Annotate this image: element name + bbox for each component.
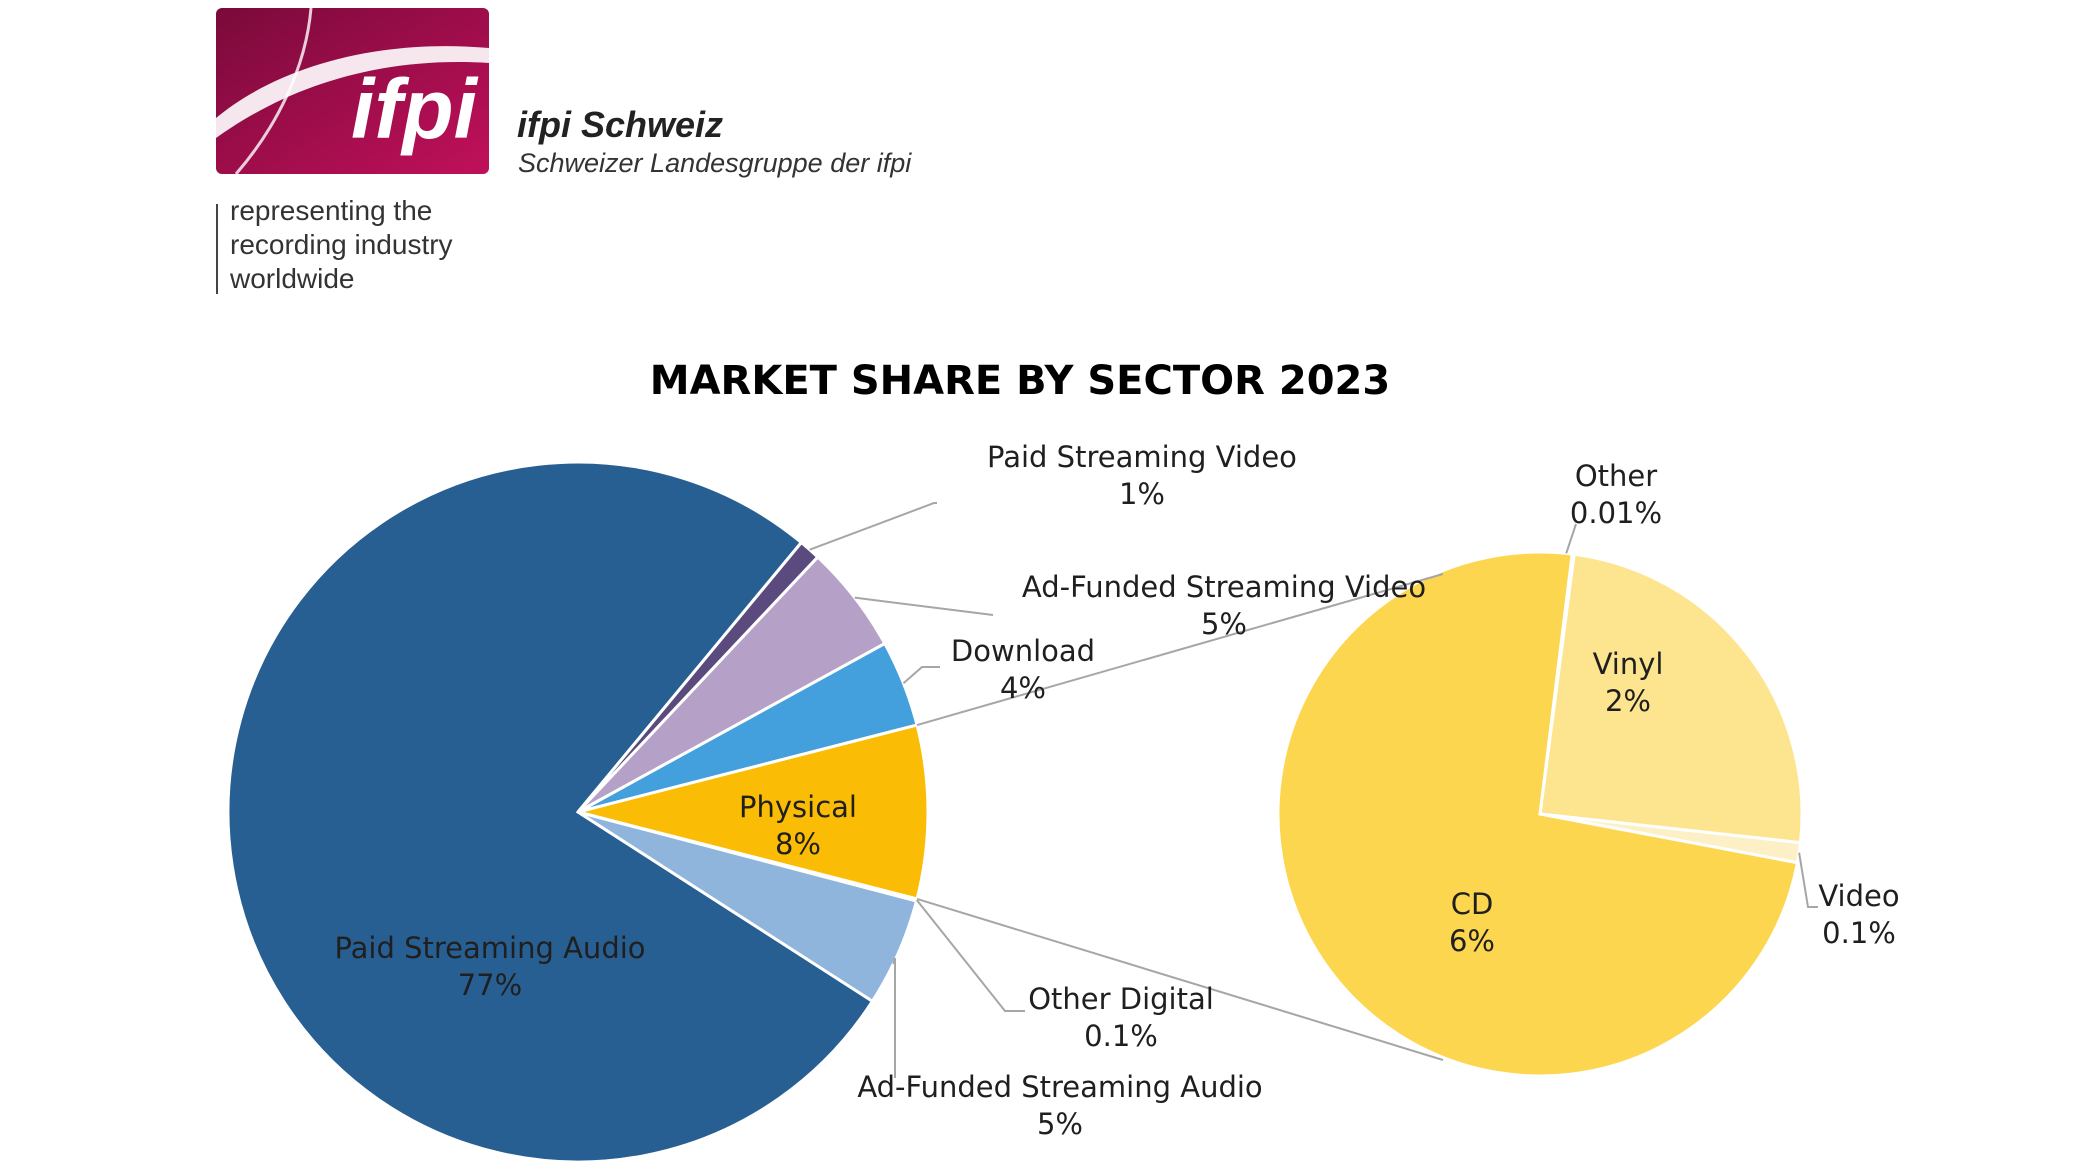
slice-value-label: 5%: [1037, 1107, 1083, 1141]
slice-label: Download: [951, 634, 1095, 668]
slice-value-label: 0.1%: [1822, 916, 1896, 950]
slice-value-label: 1%: [1119, 477, 1165, 511]
slice-label: Other: [1575, 459, 1657, 493]
pie-slice-physical: [577, 723, 930, 901]
slice-label: Paid Streaming Video: [987, 440, 1297, 474]
leader-line: [809, 502, 937, 551]
leader-line: [854, 596, 994, 616]
slice-label: Ad-Funded Streaming Video: [1022, 570, 1426, 604]
slice-label: Other Digital: [1028, 982, 1214, 1016]
slice-value-label: 2%: [1605, 684, 1651, 718]
slice-label: Paid Streaming Audio: [334, 931, 645, 965]
leader-line: [916, 573, 1444, 727]
leader-line: [902, 666, 940, 685]
tagline-divider: [216, 204, 218, 294]
leader-line: [916, 898, 1444, 1061]
slice-label: Video: [1818, 879, 1899, 913]
pie-slice-cd: [1276, 550, 1800, 1078]
pie-slice-vinyl: [1538, 552, 1804, 845]
slice-label: Ad-Funded Streaming Audio: [857, 1070, 1262, 1104]
leader-line: [1798, 852, 1818, 908]
slice-label: Vinyl: [1593, 647, 1664, 681]
leader-line: [892, 957, 896, 1078]
tagline-line: worldwide: [230, 263, 355, 294]
slice-value-label: 5%: [1201, 607, 1247, 641]
org-name: ifpi Schweiz: [517, 104, 724, 145]
slice-value-label: 77%: [458, 968, 522, 1002]
leader-line: [915, 899, 1025, 1012]
tagline-line: representing the: [230, 195, 433, 226]
logo-wordmark: ifpi: [351, 62, 479, 156]
tagline: representing the recording industry worl…: [230, 194, 453, 296]
slice-value-label: 4%: [1000, 671, 1046, 705]
slice-value-label: 6%: [1449, 924, 1495, 958]
slice-label: CD: [1451, 887, 1494, 921]
tagline-line: recording industry: [230, 229, 453, 260]
org-subtitle: Schweizer Landesgruppe der ifpi: [518, 148, 912, 178]
slice-value-label: 0.1%: [1084, 1019, 1158, 1053]
slice-label: Physical: [739, 790, 857, 824]
leader-line: [1565, 523, 1577, 554]
slice-value-label: 0.01%: [1570, 496, 1662, 530]
ifpi-logo: ifpi: [216, 8, 489, 174]
chart-title: MARKET SHARE BY SECTOR 2023: [649, 358, 1391, 404]
slice-value-label: 8%: [775, 827, 821, 861]
pie-slice-paid-streaming-audio: [226, 460, 875, 1164]
